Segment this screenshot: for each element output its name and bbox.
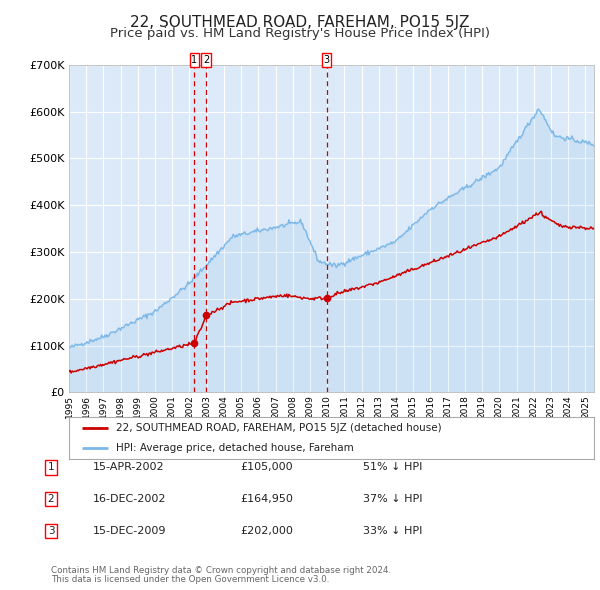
Text: £202,000: £202,000 <box>240 526 293 536</box>
Text: 51% ↓ HPI: 51% ↓ HPI <box>363 463 422 472</box>
Text: 3: 3 <box>47 526 55 536</box>
Text: Contains HM Land Registry data © Crown copyright and database right 2024.: Contains HM Land Registry data © Crown c… <box>51 566 391 575</box>
Text: 15-APR-2002: 15-APR-2002 <box>93 463 164 472</box>
Text: 37% ↓ HPI: 37% ↓ HPI <box>363 494 422 504</box>
Text: 22, SOUTHMEAD ROAD, FAREHAM, PO15 5JZ: 22, SOUTHMEAD ROAD, FAREHAM, PO15 5JZ <box>130 15 470 30</box>
Text: 15-DEC-2009: 15-DEC-2009 <box>93 526 167 536</box>
Text: 2: 2 <box>203 55 209 65</box>
Text: £164,950: £164,950 <box>240 494 293 504</box>
Text: 22, SOUTHMEAD ROAD, FAREHAM, PO15 5JZ (detached house): 22, SOUTHMEAD ROAD, FAREHAM, PO15 5JZ (d… <box>116 423 442 433</box>
Text: 16-DEC-2002: 16-DEC-2002 <box>93 494 167 504</box>
Text: 3: 3 <box>323 55 329 65</box>
Text: This data is licensed under the Open Government Licence v3.0.: This data is licensed under the Open Gov… <box>51 575 329 584</box>
Text: £105,000: £105,000 <box>240 463 293 472</box>
Text: 1: 1 <box>47 463 55 472</box>
Text: Price paid vs. HM Land Registry's House Price Index (HPI): Price paid vs. HM Land Registry's House … <box>110 27 490 40</box>
Text: 2: 2 <box>47 494 55 504</box>
Text: HPI: Average price, detached house, Fareham: HPI: Average price, detached house, Fare… <box>116 442 354 453</box>
Text: 33% ↓ HPI: 33% ↓ HPI <box>363 526 422 536</box>
Text: 1: 1 <box>191 55 197 65</box>
